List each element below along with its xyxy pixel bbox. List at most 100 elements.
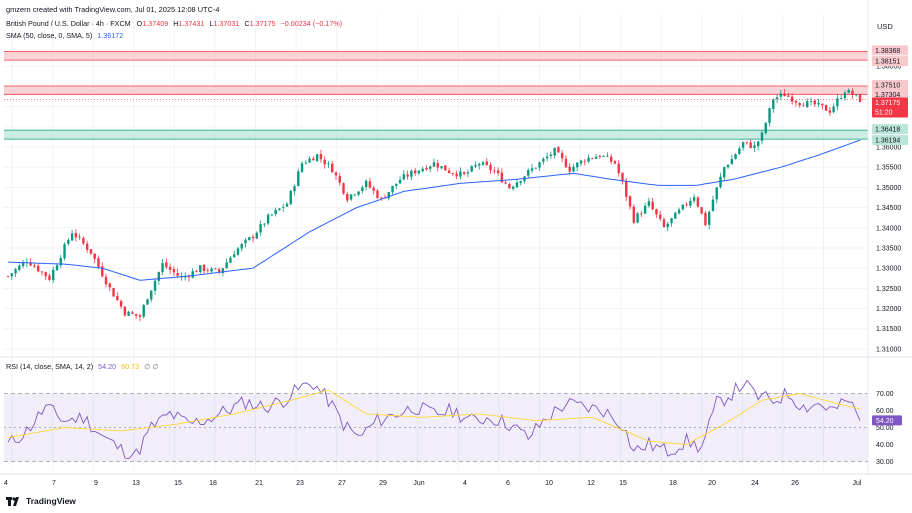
candle-body[interactable] (150, 290, 153, 300)
candle-body[interactable] (153, 280, 157, 291)
candle-body[interactable] (225, 262, 228, 269)
candle-body[interactable] (692, 197, 696, 201)
candle-body[interactable] (806, 101, 809, 107)
candle-body[interactable] (568, 166, 571, 172)
candle-body[interactable] (594, 156, 598, 159)
candle-body[interactable] (349, 194, 353, 200)
candle-body[interactable] (643, 205, 647, 214)
candle-body[interactable] (361, 187, 364, 191)
candle-body[interactable] (617, 163, 620, 174)
candle-body[interactable] (168, 266, 172, 270)
candle-body[interactable] (425, 167, 428, 170)
candle-body[interactable] (602, 156, 605, 157)
candle-body[interactable] (308, 158, 311, 163)
candle-body[interactable] (485, 161, 488, 166)
candle-body[interactable] (232, 254, 236, 258)
candle-body[interactable] (93, 253, 96, 259)
candle-body[interactable] (123, 306, 127, 316)
candle-body[interactable] (229, 257, 232, 263)
candle-body[interactable] (775, 97, 779, 99)
candle-body[interactable] (353, 194, 357, 196)
candle-body[interactable] (432, 162, 436, 167)
rsi-ma-line[interactable] (7, 389, 861, 445)
candle-body[interactable] (36, 265, 40, 272)
candle-body[interactable] (681, 204, 685, 210)
resistance-zone[interactable] (4, 51, 868, 61)
candle-body[interactable] (138, 315, 142, 317)
candle-body[interactable] (55, 265, 59, 271)
candle-body[interactable] (538, 162, 541, 168)
candle-body[interactable] (444, 165, 447, 171)
candle-body[interactable] (662, 219, 666, 227)
candle-body[interactable] (723, 167, 726, 178)
candle-body[interactable] (440, 166, 443, 169)
candle-body[interactable] (187, 276, 191, 278)
candle-body[interactable] (131, 312, 134, 314)
candle-body[interactable] (647, 201, 651, 206)
candle-body[interactable] (319, 154, 323, 160)
candle-body[interactable] (787, 95, 790, 97)
candle-body[interactable] (666, 223, 669, 228)
candle-body[interactable] (199, 265, 202, 273)
candle-body[interactable] (10, 273, 13, 277)
candle-body[interactable] (504, 182, 507, 184)
candle-body[interactable] (157, 272, 160, 281)
candle-body[interactable] (489, 164, 492, 171)
candle-body[interactable] (63, 244, 66, 259)
candle-body[interactable] (206, 270, 210, 272)
candle-body[interactable] (696, 197, 700, 207)
candle-body[interactable] (331, 163, 334, 173)
candle-body[interactable] (670, 218, 673, 224)
candle-body[interactable] (530, 168, 534, 171)
candle-body[interactable] (481, 162, 485, 165)
candle-body[interactable] (606, 156, 609, 157)
candle-body[interactable] (274, 209, 277, 215)
candle-body[interactable] (572, 166, 575, 172)
candle-body[interactable] (172, 269, 176, 273)
candle-body[interactable] (628, 196, 632, 207)
candle-body[interactable] (836, 98, 839, 107)
candle-body[interactable] (312, 158, 315, 161)
candle-body[interactable] (753, 145, 756, 149)
candle-body[interactable] (700, 207, 703, 214)
candle-body[interactable] (376, 190, 379, 198)
candle-body[interactable] (101, 266, 104, 277)
candle-body[interactable] (832, 106, 835, 113)
candle-body[interactable] (843, 92, 847, 99)
candle-body[interactable] (323, 159, 326, 165)
candle-body[interactable] (346, 193, 349, 201)
candle-body[interactable] (470, 166, 473, 172)
candle-body[interactable] (677, 209, 681, 214)
candle-body[interactable] (640, 213, 643, 215)
candle-body[interactable] (708, 211, 711, 225)
candle-body[interactable] (304, 162, 308, 164)
candle-body[interactable] (451, 173, 455, 174)
candle-body[interactable] (40, 271, 44, 273)
candle-body[interactable] (240, 244, 243, 249)
candle-body[interactable] (730, 159, 734, 165)
candle-body[interactable] (674, 212, 677, 219)
candle-body[interactable] (741, 142, 745, 148)
candle-body[interactable] (364, 180, 368, 188)
candle-body[interactable] (413, 170, 417, 174)
candle-body[interactable] (851, 90, 854, 96)
candle-body[interactable] (119, 300, 123, 307)
candle-body[interactable] (474, 165, 477, 167)
candle-body[interactable] (794, 100, 798, 103)
candle-body[interactable] (368, 181, 372, 188)
sma-50-line[interactable] (7, 139, 861, 281)
candle-body[interactable] (248, 237, 251, 240)
candle-body[interactable] (21, 262, 25, 267)
candle-body[interactable] (48, 275, 51, 280)
price-axis[interactable]: 1.380001.375001.370001.365001.360001.355… (867, 0, 908, 474)
candle-body[interactable] (270, 214, 274, 216)
candle-body[interactable] (127, 311, 130, 316)
sma-label[interactable]: SMA (50, close, 0, SMA, 5) (6, 31, 93, 40)
candle-body[interactable] (734, 154, 737, 159)
candle-body[interactable] (85, 243, 89, 250)
sma-legend[interactable]: SMA (50, close, 0, SMA, 5) 1.36172 (6, 31, 123, 40)
candle-body[interactable] (658, 214, 662, 219)
candle-body[interactable] (527, 170, 530, 176)
candle-body[interactable] (334, 172, 338, 176)
candle-body[interactable] (266, 214, 270, 224)
